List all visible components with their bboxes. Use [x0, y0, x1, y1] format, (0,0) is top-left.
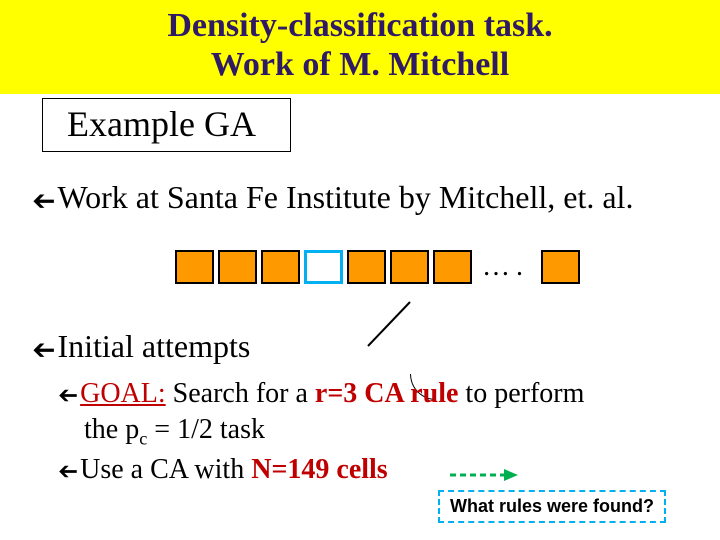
- goal-text-1b: to perform: [458, 378, 584, 409]
- ellipsis: ….: [482, 251, 529, 283]
- green-arrow-icon: [448, 466, 520, 484]
- goal-line3-pre: Use a CA with: [80, 454, 251, 485]
- example-ga-box: Example GA: [42, 98, 291, 152]
- goal-text2-post: = 1/2 task: [147, 414, 265, 445]
- ca-cell: [175, 250, 214, 284]
- arrow-icon: ➔: [32, 184, 55, 218]
- goal-text2-pre: the p: [84, 414, 139, 445]
- ca-cell: [541, 250, 580, 284]
- goal-line-3: ➔Use a CA with N=149 cells: [58, 452, 700, 488]
- goal-label: GOAL:: [80, 378, 166, 409]
- ca-cell-highlight: [304, 250, 343, 284]
- arrow-icon: ➔: [58, 456, 78, 487]
- goal-block: ➔GOAL: Search for a r=3 CA rule to perfo…: [58, 376, 700, 488]
- goal-text-1a: Search for a: [166, 378, 315, 409]
- ca-cell: [390, 250, 429, 284]
- bullet2-text: Initial attempts: [57, 328, 250, 364]
- ca-cell: [433, 250, 472, 284]
- pointer-line: [358, 298, 418, 348]
- bullet-work-sfi: ➔Work at Santa Fe Institute by Mitchell,…: [32, 178, 700, 218]
- arrow-icon: ➔: [58, 380, 78, 411]
- goal-n149: N=149 cells: [251, 454, 388, 485]
- goal-line-1: ➔GOAL: Search for a r=3 CA rule to perfo…: [58, 376, 700, 412]
- bullet1-text: Work at Santa Fe Institute by Mitchell, …: [57, 179, 633, 215]
- header-line-1: Density-classification task.: [0, 6, 720, 45]
- ca-cells-row: ….: [175, 250, 580, 284]
- goal-line-2: the pc = 1/2 task: [58, 412, 700, 451]
- header-line-2: Work of M. Mitchell: [0, 45, 720, 84]
- ca-cell: [218, 250, 257, 284]
- ca-cell: [261, 250, 300, 284]
- bullet-initial-attempts: ➔Initial attempts: [32, 328, 250, 366]
- rules-found-box: What rules were found?: [438, 490, 666, 523]
- goal-r3: r=3 CA rule: [315, 378, 459, 409]
- header-band: Density-classification task. Work of M. …: [0, 0, 720, 94]
- arrow-icon: ➔: [32, 333, 55, 366]
- ca-cell: [347, 250, 386, 284]
